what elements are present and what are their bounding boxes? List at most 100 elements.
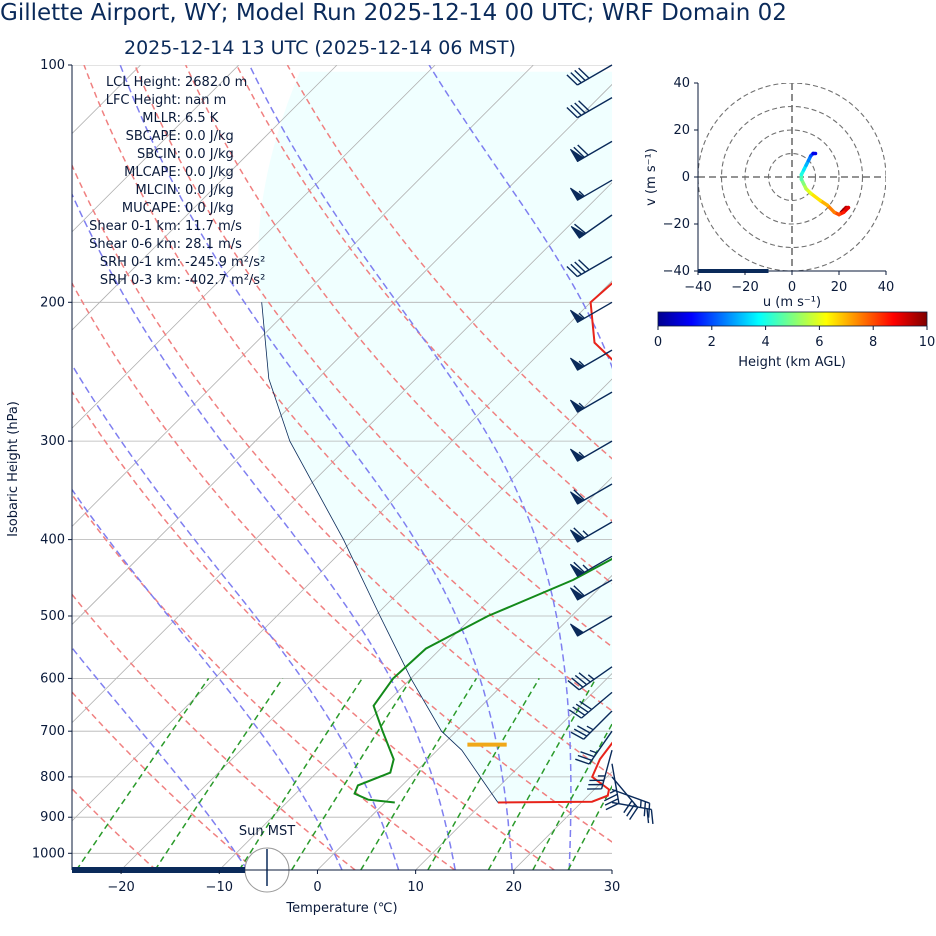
moist-adiabat-line xyxy=(119,65,513,870)
wind-barb-staff xyxy=(567,666,613,691)
hodograph-y-label: v (m s⁻¹) xyxy=(644,148,659,206)
sounding-indices: LCL Height: 2682.0 m LFC Height: nan m MLLR:… xyxy=(89,75,265,288)
hodograph: −40−40 −20 −20 0 0 20 20 40 40 xyxy=(663,76,895,295)
wind-barb xyxy=(569,615,613,637)
index-value: 0.0 J/kg xyxy=(185,201,234,216)
pressure-tick-label: 100 xyxy=(40,58,65,73)
colorbar-tick-label: 6 xyxy=(815,335,823,350)
index-value: 0.0 J/kg xyxy=(185,147,234,162)
colorbar-label: Height (km AGL) xyxy=(738,355,846,370)
moist-adiabat-line xyxy=(72,192,456,870)
wind-barb-flag xyxy=(569,587,585,601)
dry-adiabats xyxy=(72,65,612,870)
temperature-tick-label: 0 xyxy=(313,880,321,895)
wind-barb-flag xyxy=(569,491,585,505)
wind-barb-staff xyxy=(570,710,613,740)
dry-adiabat-line xyxy=(72,787,157,870)
hodograph-y-tick-label: −40 xyxy=(663,264,690,279)
dry-adiabat-line xyxy=(72,390,555,870)
colorbar-tick-label: 4 xyxy=(761,335,769,350)
mixing-ratio-line xyxy=(75,677,210,870)
mixing-ratio-line xyxy=(290,677,413,870)
wind-barb-staff xyxy=(603,763,620,811)
index-value: nan m xyxy=(185,93,226,108)
x-axis-label: Temperature (℃) xyxy=(285,901,397,916)
dry-adiabat-line xyxy=(72,493,456,870)
chart-subtitle: 2025-12-14 13 UTC (2025-12-14 06 MST) xyxy=(124,37,516,59)
index-label: MLCIN: xyxy=(136,183,181,198)
wind-barb xyxy=(566,255,613,278)
temperature-tick-label: 30 xyxy=(604,880,621,895)
wind-barb xyxy=(567,666,613,691)
moist-adiabat-line xyxy=(72,488,343,870)
wind-barb-flag xyxy=(569,448,585,462)
wind-barb xyxy=(569,179,613,201)
wind-barb xyxy=(603,763,620,811)
mixing-ratio-line xyxy=(427,678,540,870)
pressure-tick-label: 200 xyxy=(40,295,65,310)
temperature-tick-label: −20 xyxy=(107,880,134,895)
y-axis-label: Isobaric Height (hPa) xyxy=(6,401,21,537)
isotherm-line xyxy=(72,65,141,135)
dry-adiabat-line xyxy=(72,281,612,843)
wind-barb-staff xyxy=(566,96,613,119)
moist-adiabat-line xyxy=(248,65,572,870)
index-label: LCL Height: xyxy=(106,75,181,90)
index-label: SBCIN: xyxy=(137,147,181,162)
hodograph-segment xyxy=(809,191,822,203)
index-label: MLLR: xyxy=(142,111,181,126)
wind-barb-flag xyxy=(569,187,585,201)
isotherm-line xyxy=(72,65,338,331)
isotherm-line xyxy=(72,65,534,527)
hodograph-plot xyxy=(698,83,886,271)
temperature-profile xyxy=(497,282,612,804)
index-label: Shear 0-6 km: xyxy=(89,237,181,252)
wind-barb xyxy=(570,710,613,740)
temperature-tick-label: 10 xyxy=(407,880,424,895)
index-value: 11.7 m/s xyxy=(185,219,242,234)
wind-barb-flag xyxy=(569,399,585,413)
index-value: 2682.0 m xyxy=(185,75,247,90)
wind-barb-staff xyxy=(575,730,613,765)
wind-barb xyxy=(569,391,613,413)
wind-barb xyxy=(566,64,613,86)
colorbar-gradient xyxy=(657,311,928,327)
index-label: SRH 0-3 km: xyxy=(100,273,181,288)
dry-adiabat-line xyxy=(72,691,256,870)
hodograph-x-tick-label: 40 xyxy=(878,280,895,295)
wind-barb xyxy=(587,750,613,790)
pressure-tick-label: 900 xyxy=(40,810,65,825)
hodograph-y-tick-label: 0 xyxy=(682,170,690,185)
isotherm-line xyxy=(611,869,612,870)
pressure-tick-label: 300 xyxy=(40,434,65,449)
pressure-tick-label: 700 xyxy=(40,724,65,739)
wind-barb xyxy=(611,801,654,824)
parcel-line xyxy=(261,302,499,803)
hodograph-x-label: u (m s⁻¹) xyxy=(763,295,821,310)
wind-barb xyxy=(575,730,613,765)
index-value: -245.9 m²/s² xyxy=(185,255,265,270)
index-label: MUCAPE: xyxy=(122,201,181,216)
pressure-tick-label: 800 xyxy=(40,770,65,785)
wind-barb xyxy=(611,788,651,818)
wind-barb xyxy=(569,483,613,505)
sun-label: Sun MST xyxy=(239,824,295,839)
mixing-ratio-line xyxy=(532,722,612,870)
dewpoint-profile xyxy=(353,557,612,804)
moist-adiabats xyxy=(72,65,612,870)
wind-barb xyxy=(611,776,639,820)
colorbar-tick-label: 2 xyxy=(708,335,716,350)
mixing-ratio-line xyxy=(360,678,478,870)
colorbar-tick-label: 10 xyxy=(919,335,936,350)
mixing-ratio-lines xyxy=(75,677,612,870)
hodograph-y-tick-label: 40 xyxy=(673,76,690,91)
isotherm-line xyxy=(415,673,612,870)
wind-barb xyxy=(569,349,613,371)
colorbar-tick-label: 0 xyxy=(654,335,662,350)
wind-barb-flag xyxy=(569,357,585,371)
dry-adiabat-line xyxy=(72,593,356,870)
dry-adiabat-line xyxy=(72,163,612,777)
wind-barb xyxy=(569,140,613,163)
pressure-tick-label: 400 xyxy=(40,533,65,548)
index-value: 0.0 J/kg xyxy=(185,129,234,144)
